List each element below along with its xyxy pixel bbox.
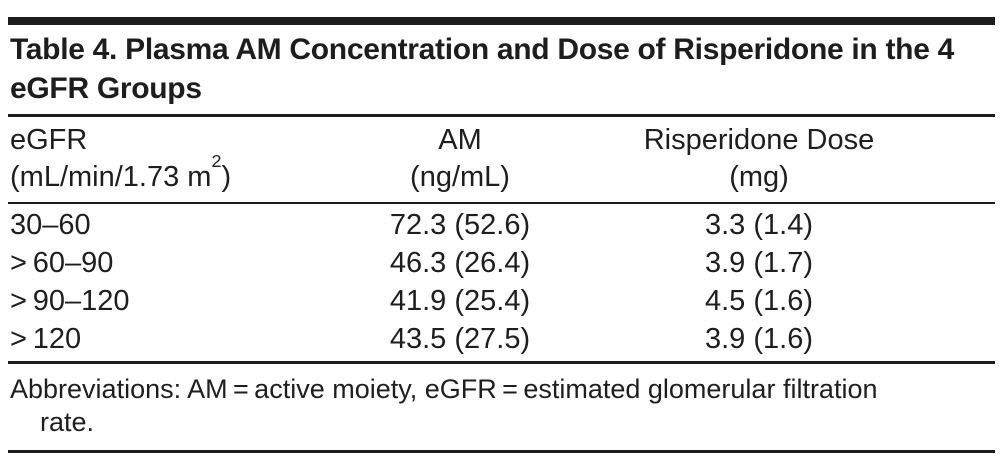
header-rule: [8, 202, 995, 204]
table-row: > 120 43.5 (27.5) 3.9 (1.6): [8, 320, 995, 358]
table-header-row: eGFR (mL/min/1.73 m2) AM (ng/mL) Risperi…: [8, 117, 995, 202]
column-header-am: AM (ng/mL): [280, 122, 638, 196]
column-header-egfr: eGFR (mL/min/1.73 m2): [8, 122, 280, 196]
cell-am: 41.9 (25.4): [389, 285, 531, 317]
cell-spacer: [878, 320, 995, 358]
cell-egfr: > 60–90: [10, 247, 114, 279]
table-title: Table 4. Plasma AM Concentration and Dos…: [10, 33, 955, 105]
column-header-spacer: [878, 122, 995, 196]
footnote-line1: Abbreviations: AM = active moiety, eGFR …: [10, 374, 878, 404]
column-header-am-unit: (ng/mL): [410, 161, 510, 193]
cell-egfr: 30–60: [10, 209, 91, 241]
cell-spacer: [878, 282, 995, 320]
column-header-egfr-unit: (mL/min/1.73 m2): [10, 151, 232, 193]
cell-dose: 3.9 (1.6): [705, 323, 813, 355]
superscript-2: 2: [211, 151, 222, 172]
cell-egfr: > 120: [10, 323, 82, 355]
top-bar-rule: [8, 17, 995, 25]
cell-spacer: [878, 206, 995, 244]
table-body: 30–60 72.3 (52.6) 3.3 (1.4) > 60–90 46.3…: [8, 204, 995, 361]
cell-am: 46.3 (26.4): [389, 247, 531, 279]
table-footnote: Abbreviations: AM = active moiety, eGFR …: [8, 364, 995, 439]
footnote-line2: rate.: [40, 407, 95, 437]
cell-egfr: > 90–120: [10, 285, 130, 317]
table-row: > 90–120 41.9 (25.4) 4.5 (1.6): [8, 282, 995, 320]
bottom-rule: [8, 450, 995, 453]
column-header-dose: Risperidone Dose (mg): [638, 122, 878, 196]
cell-dose: 3.3 (1.4): [705, 209, 813, 241]
cell-dose: 3.9 (1.7): [705, 247, 813, 279]
table-row: 30–60 72.3 (52.6) 3.3 (1.4): [8, 206, 995, 244]
column-header-dose-unit: (mg): [729, 161, 789, 193]
column-header-am-label: AM: [438, 124, 482, 156]
cell-am: 72.3 (52.6): [389, 209, 531, 241]
title-rule: [8, 114, 995, 117]
table-row: > 60–90 46.3 (26.4) 3.9 (1.7): [8, 244, 995, 282]
body-rule: [8, 361, 995, 364]
column-header-dose-label: Risperidone Dose: [643, 124, 875, 156]
cell-dose: 4.5 (1.6): [705, 285, 813, 317]
column-header-egfr-label: eGFR: [10, 124, 88, 156]
cell-am: 43.5 (27.5): [389, 323, 531, 355]
cell-spacer: [878, 244, 995, 282]
